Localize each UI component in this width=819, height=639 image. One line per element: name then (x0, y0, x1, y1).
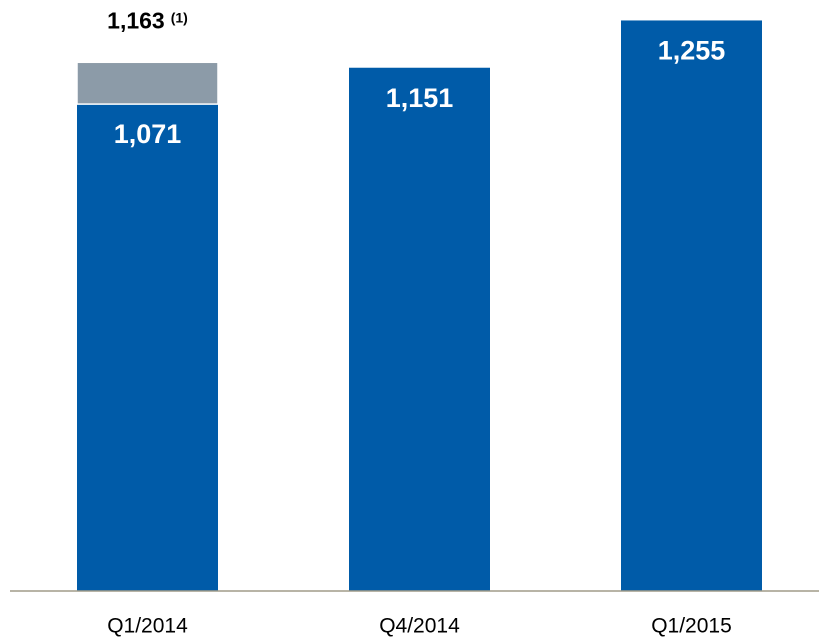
bar-segment (621, 20, 762, 591)
x-tick-label: Q1/2015 (651, 615, 732, 638)
total-value: 1,163 (107, 7, 165, 33)
bar-segment (349, 67, 490, 592)
x-tick-label: Q4/2014 (379, 615, 460, 638)
bar-segment (76, 61, 219, 105)
total-label: 1,163 (1) (107, 7, 188, 33)
value-label: 1,255 (658, 36, 726, 66)
value-label: 1,151 (386, 83, 454, 113)
footnote-marker: (1) (171, 9, 188, 25)
x-tick-label: Q1/2014 (107, 615, 188, 638)
value-label: 1,071 (114, 119, 182, 149)
bar-segment (77, 104, 218, 591)
